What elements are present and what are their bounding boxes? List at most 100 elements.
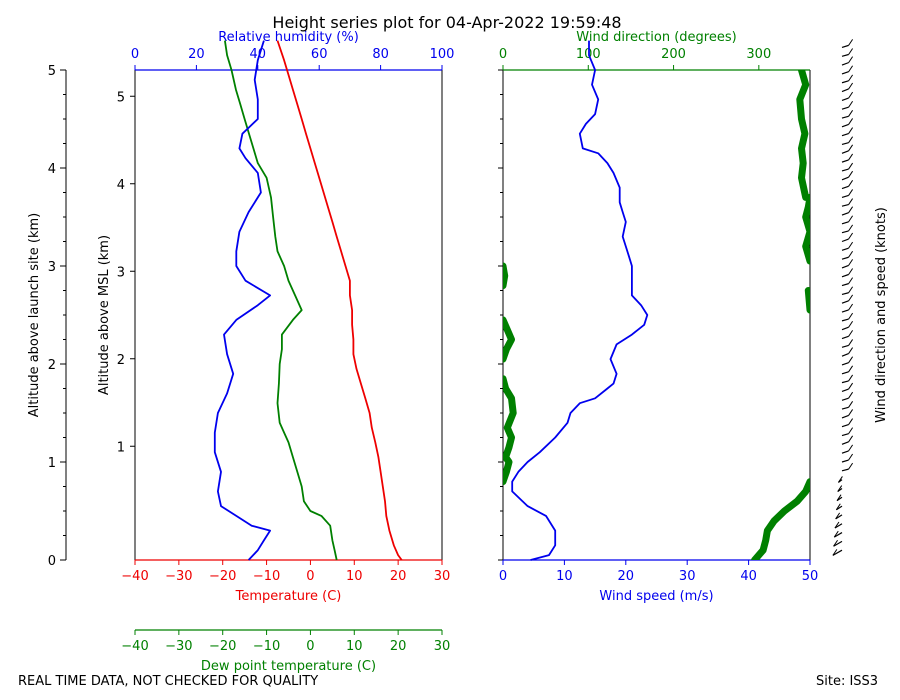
wind-barb [841, 283, 849, 287]
temperature-tick-label: 20 [390, 569, 407, 584]
wind-barb-flag [848, 224, 854, 232]
outer-altitude-tick-label: 0 [48, 554, 56, 569]
wind-barb-flag [848, 391, 854, 399]
wind-barb-flag [848, 339, 854, 346]
wind-barb [841, 423, 849, 428]
wind-barb [841, 230, 849, 234]
wind-barb [841, 344, 849, 348]
wind-barb [835, 514, 843, 520]
wind-barb-flag [848, 250, 854, 258]
wind-barb-flag [848, 127, 854, 134]
wind-barb-flag [848, 118, 854, 125]
temperature-tick-label: 0 [306, 569, 314, 584]
winddir-tick-label: 0 [499, 47, 507, 62]
wind-barb [841, 335, 849, 340]
windspeed-tick-label: 0 [499, 569, 507, 584]
wind-barb [841, 221, 849, 225]
wind-barb [834, 523, 843, 529]
wind-barb-flag [848, 462, 854, 470]
wind-barb [841, 168, 849, 172]
wind-direction-line [503, 375, 517, 486]
wind-barb-flag [848, 170, 854, 178]
wind-barb-flag [848, 409, 854, 416]
wind-barb [841, 292, 849, 296]
windspeed-tick-label: 50 [802, 569, 819, 584]
wind-barb-flag [848, 277, 854, 284]
wind-barb-flag [848, 401, 854, 408]
wind-barb [841, 176, 849, 181]
wind-barb-flag [848, 100, 854, 108]
wind-barb [841, 106, 849, 110]
wind-barb [841, 468, 849, 472]
wind-barb-flag [848, 144, 854, 152]
wind-barb [841, 123, 849, 128]
outer-altitude-tick-label: 3 [48, 260, 56, 275]
wind-barb-flag [848, 294, 854, 302]
msl-altitude-tick-label: 5 [117, 90, 125, 105]
wind-barb-flag [848, 418, 854, 425]
wind-direction-line [503, 316, 515, 363]
wind-barb-flag [848, 198, 854, 205]
wind-barb-axis-label: Wind direction and speed (knots) [874, 207, 889, 423]
wind-barb [841, 406, 849, 410]
wind-barb-flag [848, 65, 854, 73]
wind-barb-flag [848, 365, 854, 373]
dewpoint-tick-label: 10 [346, 639, 363, 654]
dewpoint-tick-label: 30 [434, 639, 451, 654]
msl-altitude-tick-label: 4 [117, 178, 125, 193]
wind-barb [841, 318, 849, 322]
wind-barb [832, 549, 843, 556]
wind-barb-flag [848, 206, 854, 213]
temperature-line [276, 40, 403, 561]
dewpoint-tick-label: −20 [209, 639, 236, 654]
humidity-axis-label: Relative humidity (%) [218, 30, 359, 45]
wind-barb-flag [848, 136, 854, 143]
wind-barb [841, 256, 849, 260]
wind-barb-flag [832, 549, 838, 556]
wind-barb-flag [836, 494, 842, 501]
wind-barb-flag [848, 330, 854, 337]
wind-barb [841, 62, 849, 66]
wind-barb [841, 194, 849, 198]
wind-barb-flag [848, 312, 854, 320]
humidity-tick-label: 80 [372, 47, 389, 62]
wind-barb [841, 80, 849, 84]
wind-barb-flag [848, 82, 854, 90]
dewpoint-tick-label: −30 [165, 639, 192, 654]
humidity-tick-label: 40 [250, 47, 267, 62]
wind-barb-flag [837, 485, 843, 492]
winddir-axis-label: Wind direction (degrees) [576, 30, 736, 45]
wind-barb-flag [848, 374, 854, 382]
outer-altitude-tick-label: 2 [48, 358, 56, 373]
wind-barb [841, 309, 849, 313]
windspeed-tick-label: 40 [740, 569, 757, 584]
wind-barb-flag [833, 539, 838, 547]
wind-speed-line [511, 40, 649, 561]
dewpoint-tick-label: −10 [253, 639, 280, 654]
wind-barb-flag [848, 427, 854, 434]
wind-barb [841, 203, 849, 207]
wind-barb-flag [848, 320, 854, 328]
wind-barb-flag [848, 444, 854, 452]
wind-barb [841, 300, 849, 304]
wind-barb-flag [848, 74, 854, 82]
wind-barb [841, 264, 849, 269]
wind-barb-flag [848, 180, 854, 187]
wind-direction-line [503, 262, 509, 290]
wind-barb-flag [848, 303, 854, 311]
humidity-tick-label: 100 [430, 47, 455, 62]
wind-barb-flag [848, 91, 854, 99]
wind-barb-flag [848, 189, 854, 196]
wind-barb [841, 185, 849, 190]
wind-barb [841, 459, 849, 463]
wind-barb [841, 441, 849, 445]
winddir-tick-label: 300 [746, 47, 771, 62]
wind-barb-flag [848, 356, 854, 363]
wind-barb-flag [848, 268, 854, 275]
windspeed-tick-label: 30 [679, 569, 696, 584]
wind-barb [841, 388, 849, 393]
wind-barb-flag [833, 530, 839, 538]
wind-barb [841, 115, 849, 119]
outer-altitude-tick-label: 1 [48, 456, 56, 471]
wind-barb [841, 450, 849, 454]
